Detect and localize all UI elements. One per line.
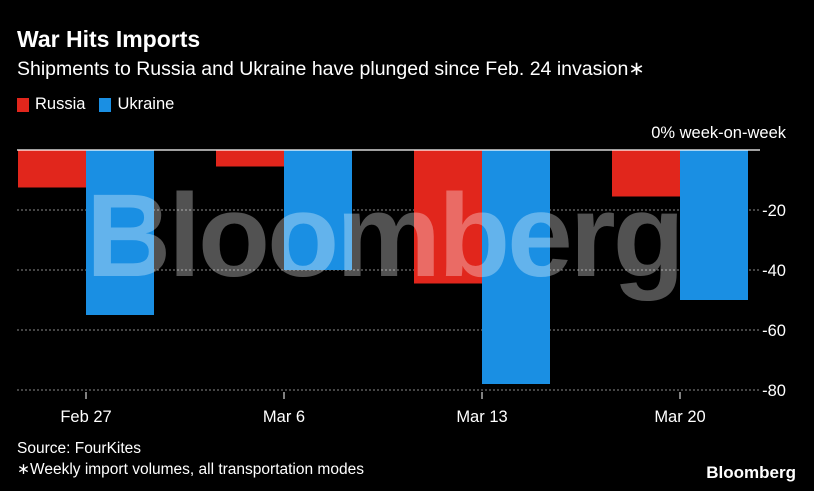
x-tick-label: Feb 27	[60, 408, 111, 426]
y-tick-label: -20	[762, 202, 786, 220]
bar-ukraine-mar-20	[680, 150, 748, 300]
bar-ukraine-mar-13	[482, 150, 550, 384]
bar-russia-mar-20	[612, 150, 680, 197]
bar-russia-feb-27	[18, 150, 86, 188]
x-tick-label: Mar 6	[263, 408, 305, 426]
legend-label-russia: Russia	[35, 95, 86, 113]
bar-russia-mar-13	[414, 150, 482, 284]
footnote: ∗Weekly import volumes, all transportati…	[17, 461, 364, 478]
legend-swatch-russia	[17, 97, 29, 112]
y-tick-label: -40	[762, 262, 786, 280]
bar-ukraine-feb-27	[86, 150, 154, 315]
bar-russia-mar-6	[216, 150, 284, 167]
y-tick-label: 0% week-on-week	[651, 124, 787, 142]
legend: Russia Ukraine	[17, 95, 188, 114]
y-tick-label: -60	[762, 322, 786, 340]
legend-swatch-ukraine	[99, 97, 112, 112]
x-tick-label: Mar 20	[654, 408, 705, 426]
source-note: Source: FourKites	[17, 440, 142, 457]
legend-label-ukraine: Ukraine	[117, 95, 175, 113]
bloomberg-logo: Bloomberg	[706, 463, 796, 482]
y-tick-label: -80	[762, 382, 786, 400]
x-tick-label: Mar 13	[456, 408, 507, 426]
legend-item-russia: Russia	[17, 95, 85, 114]
chart-subtitle: Shipments to Russia and Ukraine have plu…	[17, 58, 645, 80]
legend-item-ukraine: Ukraine	[99, 95, 174, 114]
bar-ukraine-mar-6	[284, 150, 352, 270]
chart-title: War Hits Imports	[17, 26, 201, 52]
